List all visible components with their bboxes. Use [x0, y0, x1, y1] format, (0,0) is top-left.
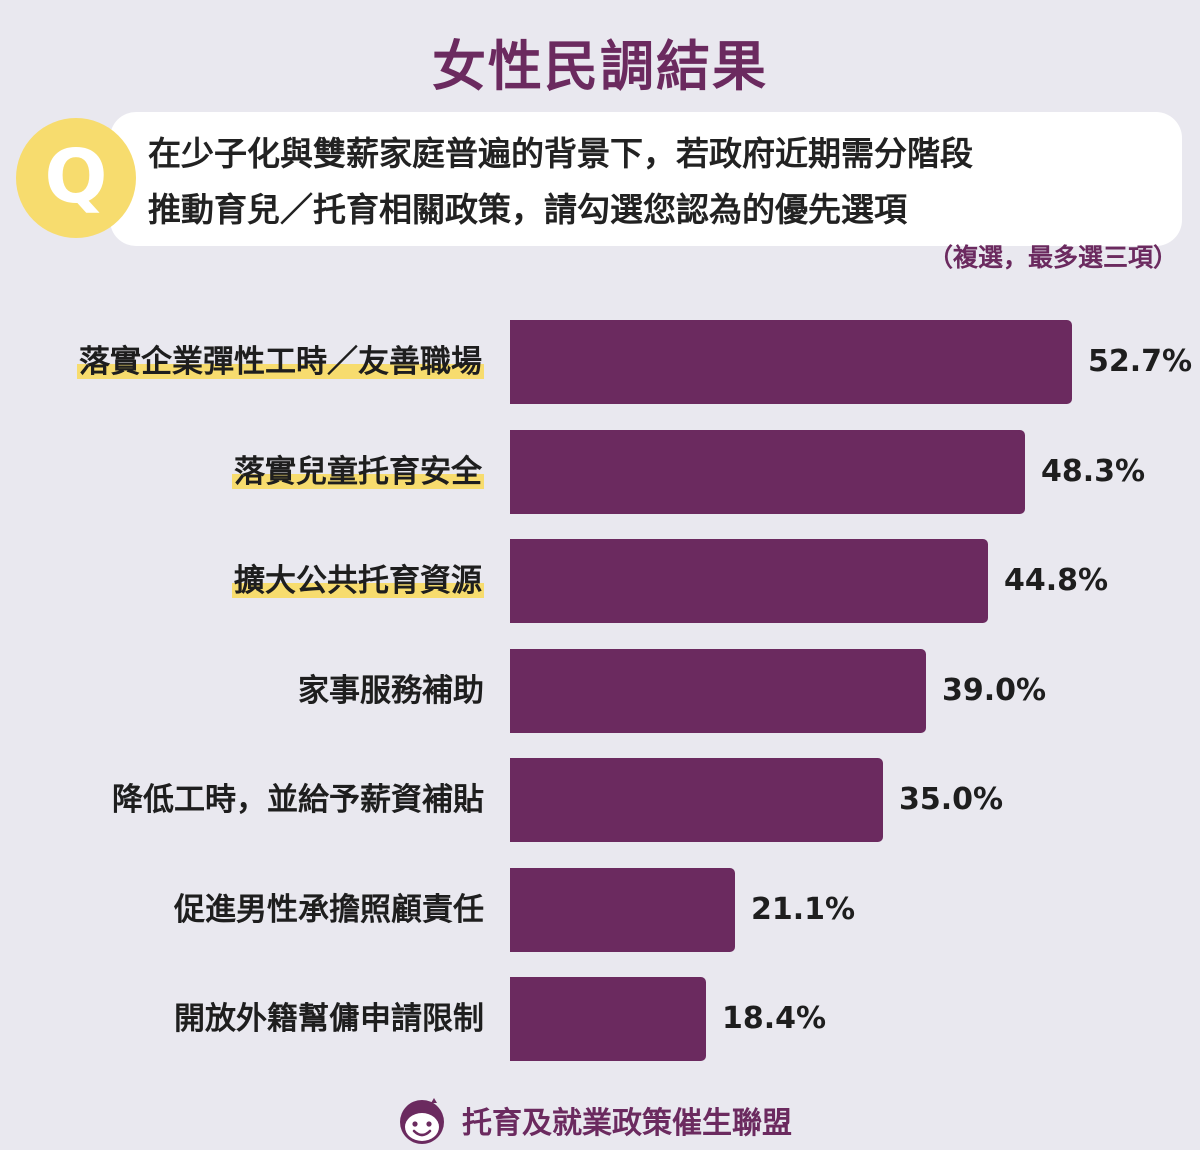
bar-value-label: 21.1% [751, 892, 856, 927]
page-title: 女性民調結果 [432, 35, 768, 98]
bar-label: 降低工時，並給予薪資補貼 [112, 782, 484, 818]
question-q-icon: Q [45, 134, 108, 220]
bar [510, 758, 883, 842]
bar-value-label: 18.4% [722, 1001, 827, 1036]
bar-label: 家事服務補助 [298, 673, 484, 709]
bar-value-label: 48.3% [1041, 454, 1146, 489]
bar [510, 430, 1025, 514]
bar-value-label: 39.0% [942, 673, 1047, 708]
question-text: 在少子化與雙薪家庭普遍的背景下，若政府近期需分階段 推動育兒／托育相關政策，請勾… [148, 126, 1188, 238]
bar-label: 開放外籍幫傭申請限制 [174, 1001, 484, 1037]
smiling-face-logo-icon [394, 1094, 450, 1146]
bar-label: 擴大公共托育資源 [232, 561, 484, 601]
bar-value-label: 52.7% [1088, 344, 1193, 379]
footer-org-name: 托育及就業政策催生聯盟 [462, 1106, 792, 1141]
question-note: （複選，最多選三項） [927, 243, 1178, 272]
question-line-1: 在少子化與雙薪家庭普遍的背景下，若政府近期需分階段 [148, 134, 973, 173]
bar [510, 649, 926, 733]
bar-value-label: 44.8% [1004, 563, 1109, 598]
question-badge: Q [16, 118, 136, 238]
bar [510, 977, 706, 1061]
question-box [110, 112, 1182, 246]
bar [510, 539, 988, 623]
bar-label: 落實企業彈性工時／友善職場 [77, 342, 484, 382]
bar [510, 320, 1072, 404]
svg-text:Q: Q [45, 134, 108, 220]
question-line-2: 推動育兒／托育相關政策，請勾選您認為的優先選項 [148, 190, 907, 229]
bar-label: 促進男性承擔照顧責任 [174, 892, 484, 928]
bar-label: 落實兒童托育安全 [232, 452, 484, 492]
bar-value-label: 35.0% [899, 782, 1004, 817]
footer: 托育及就業政策催生聯盟 [394, 1092, 792, 1148]
bar [510, 868, 735, 952]
